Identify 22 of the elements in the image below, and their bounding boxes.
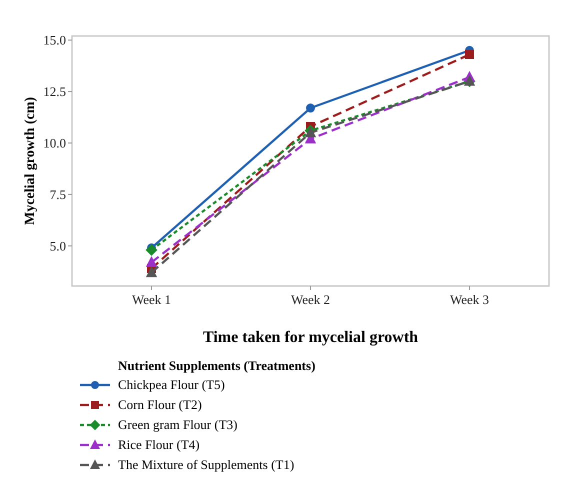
point [305, 127, 316, 138]
point [146, 244, 158, 256]
x-tick-label: Week 1 [132, 292, 172, 307]
y-tick-label: 12.5 [43, 84, 66, 100]
x-tick-label: Week 2 [290, 292, 330, 307]
point [146, 266, 157, 278]
y-tick-label: 15.0 [43, 32, 66, 48]
legend-label: Chickpea Flour (T5) [118, 377, 225, 392]
legend-label: Rice Flour (T4) [118, 437, 200, 452]
legend-label: The Mixture of Supplements (T1) [118, 457, 294, 472]
y-tick-label: 5.0 [50, 238, 66, 254]
legend-label: Corn Flour (T2) [118, 397, 202, 412]
y-tick-label: 10.0 [43, 136, 66, 151]
x-axis-title: Time taken for mycelial growth [202, 329, 418, 346]
x-tick-label: Week 3 [450, 292, 490, 307]
y-axis-title: Mycelial growth (cm) [23, 96, 38, 226]
legend-label: Green gram Flour (T3) [118, 417, 238, 432]
point [465, 50, 474, 60]
point [306, 104, 315, 113]
point [146, 256, 157, 267]
legend-title: Nutrient Supplements (Treatments) [118, 358, 316, 373]
y-tick-label: 7.5 [50, 186, 66, 202]
